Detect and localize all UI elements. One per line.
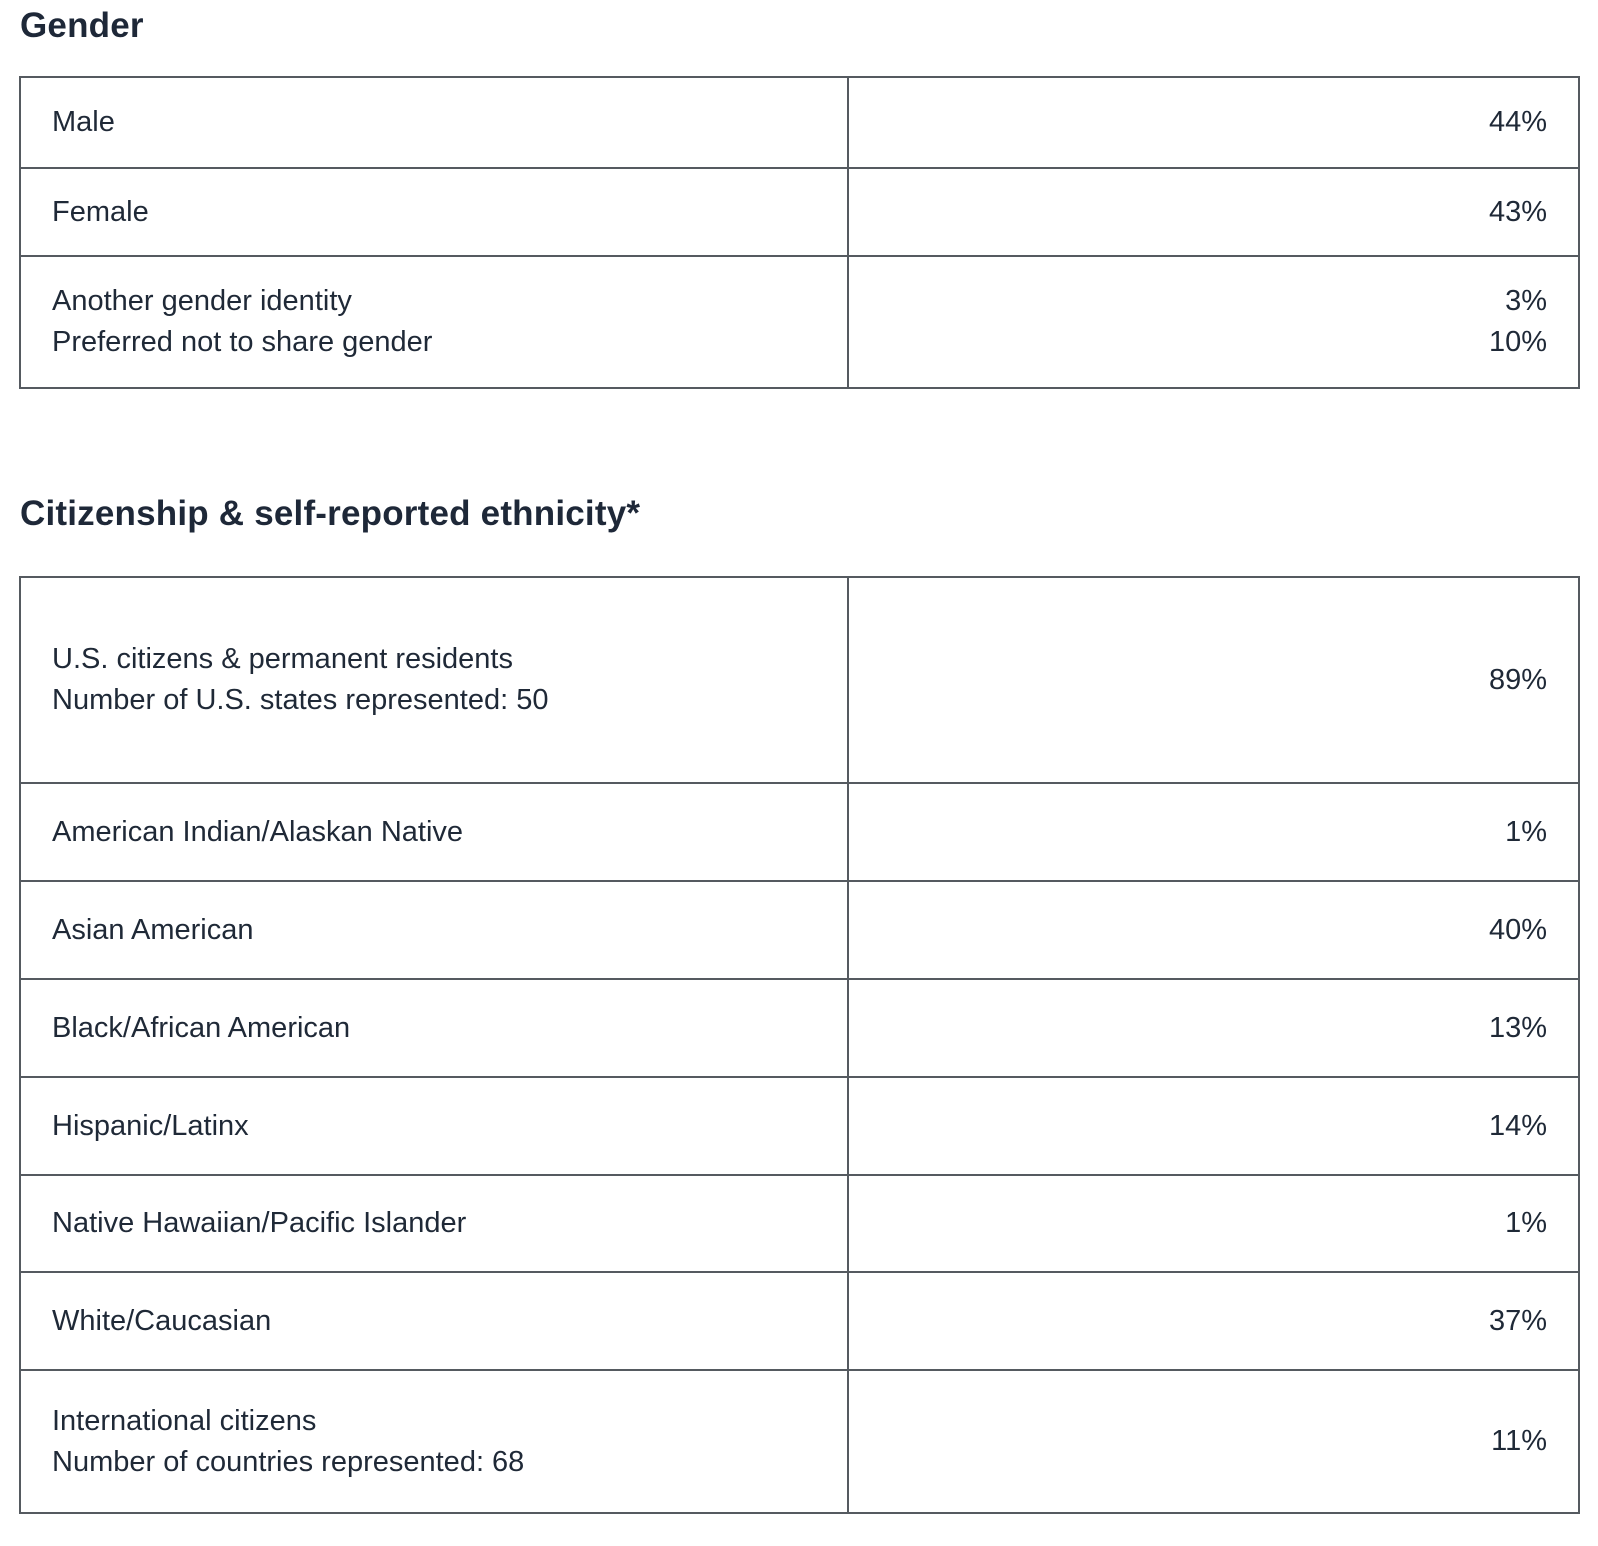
table-row: U.S. citizens & permanent residents Numb…: [19, 576, 1580, 784]
table-row: Native Hawaiian/Pacific Islander 1%: [19, 1174, 1580, 1273]
row-label: Black/African American: [52, 1011, 351, 1044]
row-value: 14%: [1488, 1109, 1547, 1142]
row-label-cell: Black/African American: [19, 978, 849, 1078]
row-value-cell: 43%: [847, 167, 1580, 257]
row-value: 1%: [1505, 815, 1547, 848]
row-label: Number of U.S. states represented: 50: [52, 684, 549, 716]
table-row: Another gender identity Preferred not to…: [19, 255, 1580, 389]
row-value: 3%: [1505, 285, 1547, 317]
row-label-cell: American Indian/Alaskan Native: [19, 782, 849, 882]
row-value: 1%: [1505, 1207, 1547, 1239]
ethnicity-table: U.S. citizens & permanent residents Numb…: [19, 576, 1580, 1514]
row-value: 40%: [1488, 913, 1547, 946]
row-label-cell: Native Hawaiian/Pacific Islander: [19, 1174, 849, 1273]
row-label: American Indian/Alaskan Native: [52, 815, 464, 848]
table-row: International citizens Number of countri…: [19, 1369, 1580, 1514]
row-label: Female: [52, 195, 149, 228]
table-row: Female 43%: [19, 167, 1580, 257]
table-row: Black/African American 13%: [19, 978, 1580, 1078]
ethnicity-section-title: Citizenship & self-reported ethnicity*: [20, 494, 641, 533]
table-row: American Indian/Alaskan Native 1%: [19, 782, 1580, 882]
row-label: Another gender identity: [52, 285, 352, 317]
gender-section-title: Gender: [20, 6, 144, 45]
row-label: White/Caucasian: [52, 1304, 272, 1337]
row-label-cell: Male: [19, 76, 849, 169]
row-label-cell: White/Caucasian: [19, 1271, 849, 1371]
row-label: Preferred not to share gender: [52, 326, 433, 358]
row-label: U.S. citizens & permanent residents: [52, 643, 513, 675]
row-label-cell: Female: [19, 167, 849, 257]
row-value-cell: 11%: [847, 1369, 1580, 1514]
gender-table: Male 44% Female 43% Another gender ident…: [19, 76, 1580, 389]
row-label-cell: Hispanic/Latinx: [19, 1076, 849, 1176]
row-value: 10%: [1488, 326, 1547, 358]
table-row: Hispanic/Latinx 14%: [19, 1076, 1580, 1176]
row-value: 11%: [1491, 1425, 1547, 1457]
row-value-cell: 1%: [847, 1174, 1580, 1273]
row-label-cell: Asian American: [19, 880, 849, 980]
table-row: Male 44%: [19, 76, 1580, 169]
row-value-cell: 89%: [847, 576, 1580, 784]
row-value: 37%: [1488, 1304, 1547, 1337]
row-label-cell: International citizens Number of countri…: [19, 1369, 849, 1514]
table-row: Asian American 40%: [19, 880, 1580, 980]
row-value-cell: 40%: [847, 880, 1580, 980]
row-value: 13%: [1488, 1011, 1547, 1044]
row-value-cell: 44%: [847, 76, 1580, 169]
row-label: International citizens: [52, 1404, 317, 1437]
row-value: 43%: [1488, 195, 1547, 228]
table-row: White/Caucasian 37%: [19, 1271, 1580, 1371]
row-value-cell: 13%: [847, 978, 1580, 1078]
row-label: Asian American: [52, 913, 254, 946]
row-value-cell: 1%: [847, 782, 1580, 882]
row-value: 89%: [1488, 663, 1547, 696]
row-label-cell: Another gender identity Preferred not to…: [19, 255, 849, 389]
row-value-cell: 37%: [847, 1271, 1580, 1371]
row-label: Male: [52, 106, 115, 138]
row-value-cell: 14%: [847, 1076, 1580, 1176]
row-label-cell: U.S. citizens & permanent residents Numb…: [19, 576, 849, 784]
row-value-cell: 3% 10%: [847, 255, 1580, 389]
row-label: Hispanic/Latinx: [52, 1109, 249, 1142]
row-label: Native Hawaiian/Pacific Islander: [52, 1207, 467, 1239]
row-label: Number of countries represented: 68: [52, 1445, 525, 1478]
row-value: 44%: [1488, 106, 1547, 138]
